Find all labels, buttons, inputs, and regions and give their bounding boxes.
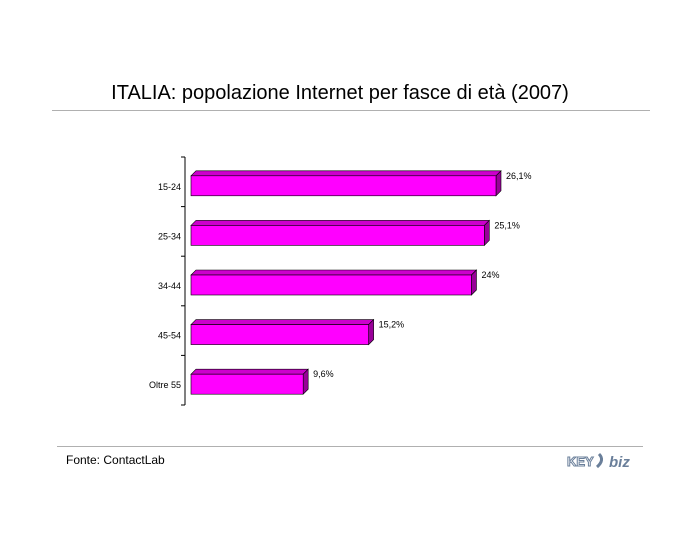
data-label: 25,1% bbox=[494, 220, 520, 230]
bar bbox=[190, 324, 369, 345]
bar bbox=[190, 175, 497, 197]
bar bbox=[190, 373, 304, 395]
bar-top-face bbox=[190, 368, 309, 375]
category-label: 25-34 bbox=[158, 231, 181, 241]
chart-title: ITALIA: popolazione Internet per fasce d… bbox=[111, 82, 569, 104]
bar bbox=[190, 225, 485, 246]
data-label: 24% bbox=[481, 270, 499, 280]
footer-divider bbox=[57, 446, 643, 447]
data-label: 26,1% bbox=[506, 171, 532, 181]
bar-top-face bbox=[190, 319, 375, 325]
bar-top-face bbox=[190, 269, 478, 276]
category-label: 15-24 bbox=[158, 182, 181, 192]
bar bbox=[190, 274, 472, 296]
title-divider bbox=[52, 110, 650, 111]
data-label: 9,6% bbox=[313, 369, 334, 379]
key4biz-logo: KEY biz bbox=[567, 452, 630, 471]
source-note: Fonte: ContactLab bbox=[66, 453, 165, 467]
bar-top-face bbox=[190, 220, 491, 226]
data-label: 15,2% bbox=[379, 320, 405, 330]
svg-text:KEY: KEY bbox=[567, 454, 594, 469]
category-label: Oltre 55 bbox=[149, 380, 181, 390]
category-label: 45-54 bbox=[158, 331, 181, 341]
svg-text:biz: biz bbox=[609, 454, 630, 471]
category-label: 34-44 bbox=[158, 281, 181, 291]
bar-top-face bbox=[190, 170, 502, 177]
